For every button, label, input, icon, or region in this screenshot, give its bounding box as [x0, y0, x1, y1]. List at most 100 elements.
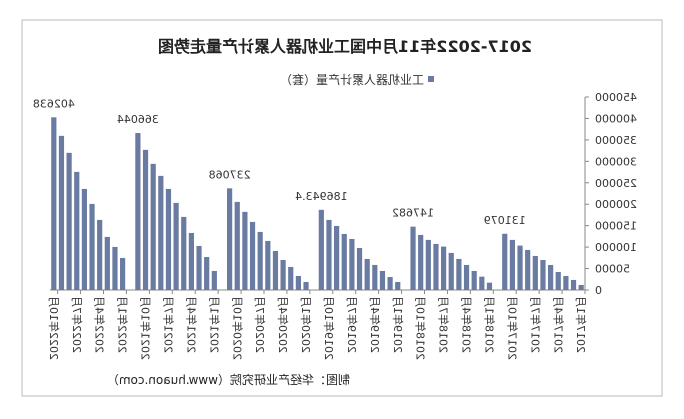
bar [570, 279, 577, 290]
bar [135, 133, 141, 290]
bar [142, 149, 149, 290]
source-note: 制图：华经产业研究院（www.huaon.com） [107, 372, 350, 387]
x-tick-label: 2022年4月 [93, 296, 107, 353]
bar [196, 245, 202, 290]
x-tick-label: 2020年7月 [253, 296, 267, 353]
bar [81, 188, 87, 290]
bar [97, 219, 103, 290]
y-tick-label: 350000 [595, 134, 637, 147]
y-tick-label: 450000 [595, 91, 637, 104]
x-tick-label: 2019年7月 [345, 296, 359, 353]
chart-border [21, 19, 663, 397]
bar [372, 264, 378, 290]
bar [349, 238, 355, 290]
bar [303, 281, 309, 290]
x-tick-label: 2021年1月 [207, 296, 221, 353]
bar [578, 284, 584, 290]
x-tick-label: 2017年1月 [574, 296, 588, 353]
bar [502, 233, 508, 290]
bar [555, 271, 561, 290]
bar [204, 256, 210, 290]
bar [58, 135, 65, 290]
x-tick-label: 2021年10月 [139, 296, 153, 360]
bar [532, 255, 538, 290]
y-tick-label: 150000 [595, 220, 637, 233]
data-label: 237068 [209, 168, 251, 181]
bar [318, 209, 324, 290]
bar [341, 233, 347, 290]
legend-swatch [428, 76, 434, 82]
y-tick-label: 50000 [595, 263, 630, 276]
bar [288, 266, 294, 290]
y-tick-label: 100000 [595, 241, 637, 254]
x-tick-label: 2018年1月 [482, 296, 496, 353]
bar [441, 246, 447, 290]
data-label: 186943.4 [295, 190, 348, 203]
x-tick-label: 2017年7月 [528, 296, 542, 353]
bar [211, 270, 217, 290]
x-tick-label: 2021年7月 [161, 296, 175, 353]
bar [104, 236, 110, 290]
legend-label: 工业机器人累计产量（套） [280, 73, 424, 87]
bar [234, 201, 240, 290]
bar [242, 211, 248, 290]
x-tick-label: 2019年10月 [322, 296, 336, 360]
x-tick-label: 2021年4月 [184, 296, 198, 353]
bar [356, 247, 363, 290]
bar [525, 249, 531, 290]
y-tick-label: 0 [595, 284, 602, 297]
bar [66, 152, 72, 290]
bar [272, 250, 279, 290]
bar [517, 245, 523, 290]
bar [548, 264, 554, 290]
bar [418, 234, 424, 290]
x-tick-label: 2018年10月 [414, 296, 428, 360]
bar [540, 259, 546, 290]
bar [150, 163, 156, 290]
bar [379, 270, 386, 290]
bar [89, 203, 95, 290]
y-tick-label: 300000 [595, 155, 637, 168]
bar [425, 239, 431, 290]
bar [112, 246, 118, 290]
bar [364, 258, 370, 290]
x-tick-label: 2022年10月 [47, 296, 61, 360]
x-tick-label: 2017年4月 [551, 296, 565, 353]
bar [158, 175, 164, 290]
x-tick-label: 2020年4月 [276, 296, 290, 353]
bar [227, 188, 233, 290]
bar [463, 264, 470, 290]
x-tick-label: 2017年10月 [505, 296, 519, 360]
x-tick-label: 2019年1月 [391, 296, 405, 353]
bar [410, 226, 416, 290]
bar [334, 225, 340, 290]
bar [433, 243, 439, 290]
bar [479, 276, 485, 290]
bar [74, 171, 80, 290]
bar [181, 216, 187, 290]
data-label: 402638 [33, 97, 75, 110]
bar [456, 258, 462, 290]
bar [120, 257, 126, 290]
bar [395, 281, 401, 290]
bar [471, 270, 477, 290]
data-label: 147682 [392, 207, 434, 220]
bar [387, 277, 393, 290]
y-tick-label: 250000 [595, 177, 637, 190]
bar [265, 240, 271, 290]
chart-title: 2017-2022年11月中国工业机器人累计产量走势图 [158, 37, 532, 56]
bar [51, 117, 57, 290]
x-tick-label: 2019年4月 [368, 296, 382, 353]
y-tick-label: 400000 [595, 112, 637, 125]
data-label: 131079 [484, 214, 526, 227]
bar [295, 275, 301, 290]
y-tick-label: 200000 [595, 198, 637, 211]
data-label: 366044 [117, 113, 159, 126]
bar [280, 259, 286, 290]
x-tick-label: 2022年7月 [70, 296, 84, 353]
x-tick-label: 2020年1月 [299, 296, 313, 353]
bar [448, 252, 454, 290]
bar [173, 202, 179, 290]
